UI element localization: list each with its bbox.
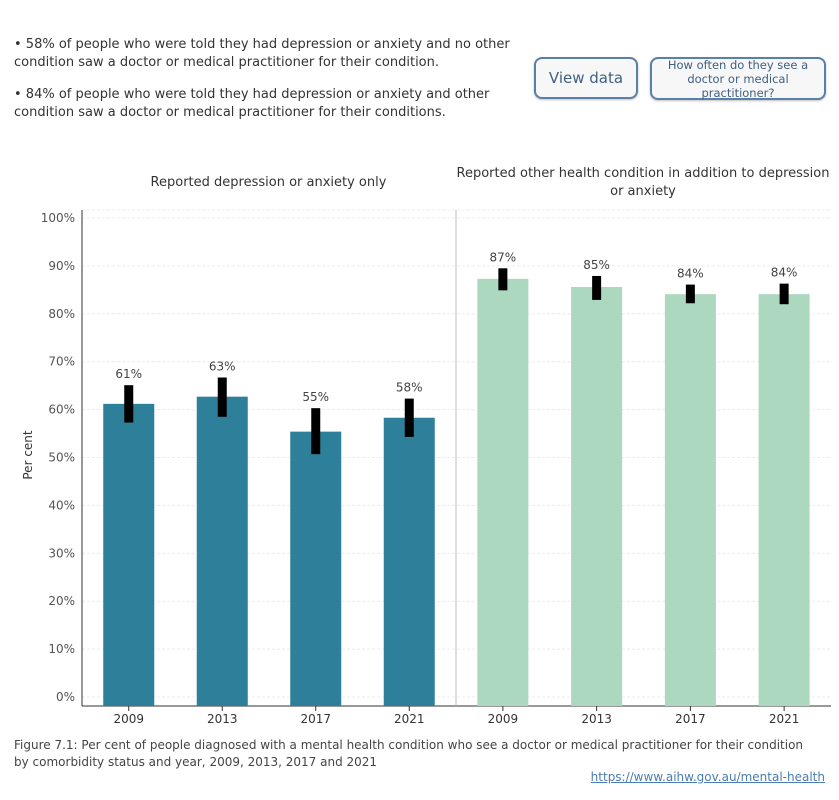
y-axis-label: Per cent: [21, 430, 35, 480]
error-bar-other-condition-2017: [685, 284, 695, 304]
finding-with-other-condition: • 84% of people who were told they had d…: [14, 87, 490, 120]
error-bar-depression-only-2021: [404, 398, 414, 437]
bar-other-condition-2021: [758, 294, 810, 706]
error-bar-depression-only-2013: [217, 377, 227, 417]
panel-title-depression-only: Reported depression or anxiety only: [150, 175, 387, 190]
x-tick-label: 2017: [300, 712, 331, 726]
bar-chart: 0% 10% 20% 30% 40% 50% 60% 70% 80% 90% 100% Per cen…: [21, 209, 831, 726]
x-tick-label: 2009: [113, 712, 144, 726]
x-tick-label: 2013: [581, 712, 612, 726]
y-tick-label: 60%: [48, 403, 75, 417]
y-tick-label: 90%: [48, 259, 75, 273]
view-data-button[interactable]: View data: [534, 57, 638, 99]
figure-caption: Figure 7.1: Per cent of people diagnosed…: [14, 738, 804, 769]
data-label: 85%: [583, 258, 610, 272]
y-tick-label: 10%: [48, 642, 75, 656]
source-link[interactable]: https://www.aihw.gov.au/mental-health: [590, 770, 825, 784]
y-tick-label: 40%: [48, 498, 75, 512]
error-bar-other-condition-2021: [779, 283, 789, 305]
error-bar-other-condition-2013: [592, 275, 602, 300]
bar-depression-only-2017: [290, 431, 342, 706]
data-label: 87%: [490, 250, 517, 264]
y-tick-label: 30%: [48, 546, 75, 560]
y-tick-label: 100%: [41, 211, 75, 225]
x-tick-label: 2013: [207, 712, 238, 726]
bar-other-condition-2009: [477, 278, 529, 706]
x-tick-label: 2009: [488, 712, 519, 726]
y-tick-label: 50%: [48, 451, 75, 465]
error-bar-depression-only-2017: [311, 408, 321, 455]
y-tick-label: 70%: [48, 355, 75, 369]
x-tick-label: 2021: [394, 712, 425, 726]
how-often-button[interactable]: How often do they see a doctor or medica…: [650, 57, 826, 100]
y-tick-label: 0%: [56, 690, 75, 704]
data-label: 84%: [677, 267, 704, 281]
panel-title-other-condition: Reported other health condition in addit…: [456, 166, 830, 199]
bar-other-condition-2017: [664, 294, 716, 706]
key-findings: • 58% of people who were told they had d…: [14, 36, 534, 136]
error-bar-other-condition-2009: [498, 268, 508, 291]
y-tick-label: 80%: [48, 307, 75, 321]
bar-depression-only-2013: [196, 396, 248, 706]
data-label: 63%: [209, 360, 236, 374]
bar-depression-only-2009: [103, 403, 155, 706]
data-label: 84%: [771, 266, 798, 280]
error-bar-depression-only-2009: [124, 385, 134, 423]
bar-other-condition-2013: [571, 286, 623, 706]
data-label: 55%: [302, 390, 329, 404]
x-tick-label: 2017: [675, 712, 706, 726]
bar-depression-only-2021: [383, 417, 435, 706]
data-label: 58%: [396, 381, 423, 395]
finding-depression-only: • 58% of people who were told they had d…: [14, 37, 510, 70]
y-tick-label: 20%: [48, 594, 75, 608]
data-label: 61%: [115, 367, 142, 381]
x-tick-label: 2021: [769, 712, 800, 726]
